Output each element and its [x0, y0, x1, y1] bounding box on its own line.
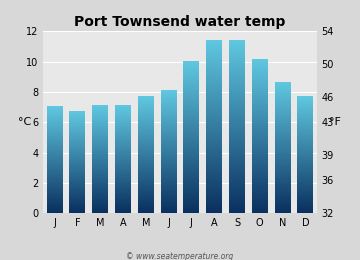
Title: Port Townsend water temp: Port Townsend water temp [74, 15, 286, 29]
Y-axis label: °C: °C [18, 117, 31, 127]
Text: © www.seatemperature.org: © www.seatemperature.org [126, 252, 234, 260]
Y-axis label: °F: °F [329, 117, 341, 127]
